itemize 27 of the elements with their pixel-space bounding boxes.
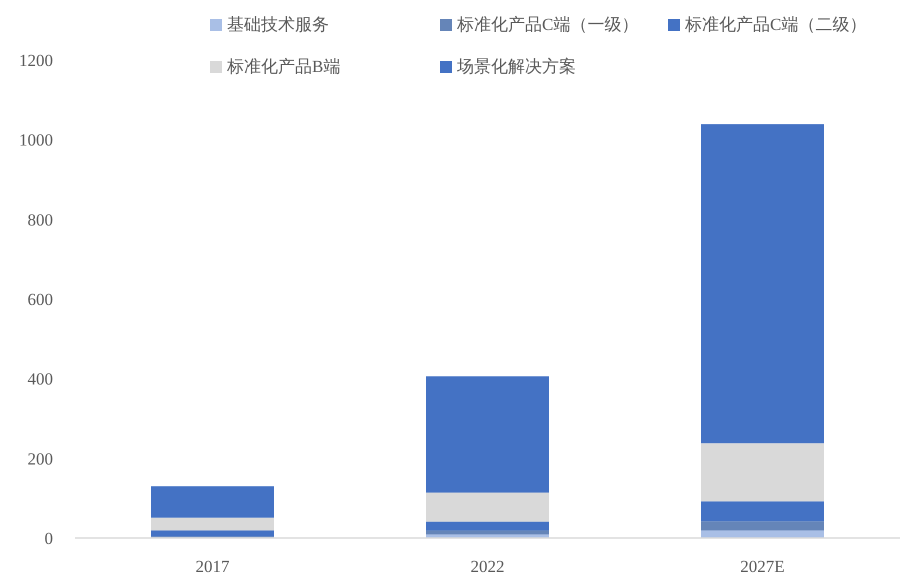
bar xyxy=(151,486,274,518)
legend-label: 标准化产品C端（一级） xyxy=(456,15,638,34)
x-tick-label: 2017 xyxy=(196,557,230,574)
x-tick-label: 2027E xyxy=(740,557,785,574)
bar xyxy=(426,376,549,493)
y-tick-label: 800 xyxy=(28,210,53,230)
bar xyxy=(426,522,549,530)
x-tick-label: 2022 xyxy=(470,557,504,574)
legend-label: 基础技术服务 xyxy=(227,15,329,34)
legend-label: 标准化产品C端（二级） xyxy=(684,15,866,34)
bar xyxy=(151,530,274,536)
bar xyxy=(426,492,549,522)
y-tick-label: 0 xyxy=(44,529,53,548)
legend-label: 场景化解决方案 xyxy=(456,57,576,76)
y-tick-label: 400 xyxy=(28,370,53,389)
legend-label: 标准化产品B端 xyxy=(226,57,340,76)
y-tick-label: 200 xyxy=(28,449,53,468)
y-tick-label: 1200 xyxy=(19,51,53,70)
bar xyxy=(701,530,824,538)
bar xyxy=(151,518,274,530)
y-tick-label: 600 xyxy=(28,290,53,309)
bar xyxy=(701,124,824,444)
bar xyxy=(701,501,824,522)
bar xyxy=(701,443,824,502)
bar xyxy=(701,521,824,530)
bar xyxy=(426,530,549,534)
y-tick-label: 1000 xyxy=(19,130,53,150)
